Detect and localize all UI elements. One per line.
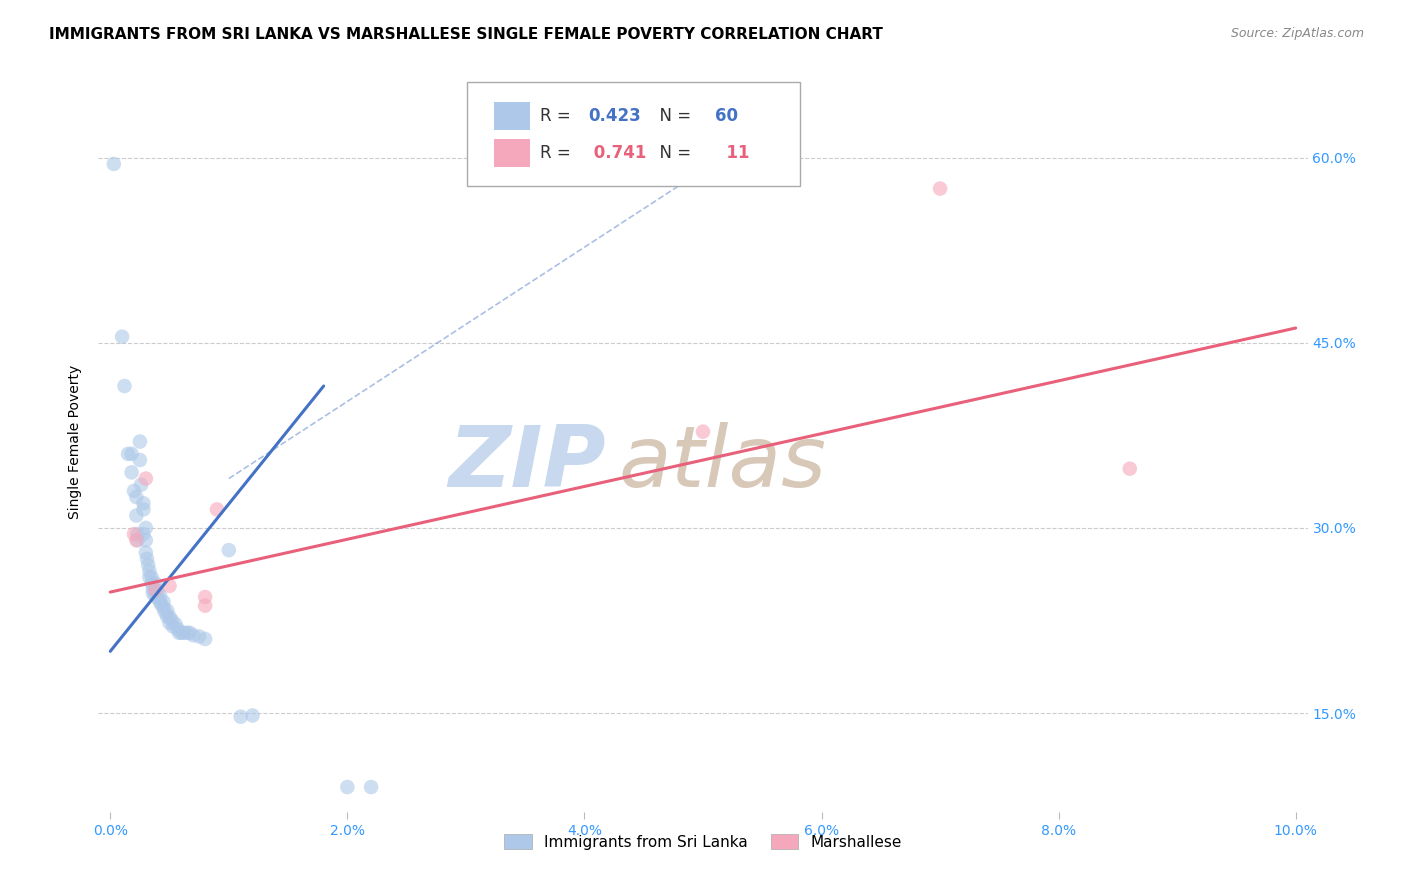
- Point: [360, 780, 382, 794]
- Point: [153, 605, 176, 619]
- Point: [127, 527, 149, 541]
- Text: 11: 11: [716, 144, 749, 161]
- Text: atlas: atlas: [619, 422, 827, 505]
- Point: [117, 447, 139, 461]
- Point: [170, 625, 193, 640]
- Point: [132, 502, 155, 516]
- Point: [138, 564, 160, 578]
- Text: ZIP: ZIP: [449, 422, 606, 505]
- Point: [103, 157, 125, 171]
- Point: [1119, 461, 1142, 475]
- FancyBboxPatch shape: [467, 82, 800, 186]
- Bar: [494, 102, 530, 130]
- Point: [179, 625, 201, 640]
- Point: [166, 622, 188, 636]
- Point: [121, 447, 143, 461]
- Point: [165, 617, 187, 632]
- Point: [156, 604, 179, 618]
- Point: [194, 599, 217, 613]
- Point: [121, 466, 143, 480]
- Point: [218, 543, 240, 558]
- Point: [146, 591, 169, 606]
- Point: [135, 546, 157, 560]
- Point: [135, 472, 157, 486]
- Point: [160, 614, 183, 628]
- Point: [156, 609, 179, 624]
- Point: [229, 709, 252, 723]
- Legend: Immigrants from Sri Lanka, Marshallese: Immigrants from Sri Lanka, Marshallese: [498, 828, 908, 856]
- Point: [159, 579, 181, 593]
- Point: [135, 521, 157, 535]
- Point: [111, 329, 134, 343]
- Point: [242, 708, 264, 723]
- Point: [143, 576, 166, 591]
- Text: 0.423: 0.423: [588, 107, 641, 125]
- Point: [194, 590, 217, 604]
- Point: [143, 589, 166, 603]
- Point: [173, 625, 195, 640]
- Point: [132, 527, 155, 541]
- Point: [205, 502, 228, 516]
- Text: 60: 60: [716, 107, 738, 125]
- Point: [129, 477, 152, 491]
- Point: [122, 527, 145, 541]
- Point: [181, 628, 204, 642]
- Point: [142, 586, 165, 600]
- Point: [692, 425, 714, 439]
- Point: [129, 453, 152, 467]
- Point: [143, 582, 166, 597]
- Point: [143, 582, 166, 597]
- Point: [336, 780, 359, 794]
- Point: [122, 483, 145, 498]
- Point: [135, 533, 157, 548]
- Text: R =: R =: [540, 144, 576, 161]
- Point: [146, 585, 169, 599]
- Text: IMMIGRANTS FROM SRI LANKA VS MARSHALLESE SINGLE FEMALE POVERTY CORRELATION CHART: IMMIGRANTS FROM SRI LANKA VS MARSHALLESE…: [49, 27, 883, 42]
- Point: [929, 181, 952, 195]
- Point: [114, 379, 136, 393]
- Point: [136, 551, 159, 566]
- Point: [125, 490, 148, 504]
- Point: [176, 625, 198, 640]
- Point: [167, 625, 190, 640]
- Point: [149, 595, 172, 609]
- Point: [162, 620, 184, 634]
- Point: [125, 508, 148, 523]
- Point: [125, 533, 148, 548]
- Point: [138, 570, 160, 584]
- Point: [159, 615, 181, 630]
- Text: 0.741: 0.741: [588, 144, 647, 161]
- Y-axis label: Single Female Poverty: Single Female Poverty: [69, 365, 83, 518]
- Point: [188, 630, 211, 644]
- Point: [152, 601, 174, 615]
- Point: [136, 558, 159, 572]
- Bar: [494, 139, 530, 167]
- Point: [141, 570, 163, 584]
- Text: N =: N =: [648, 107, 696, 125]
- Text: N =: N =: [648, 144, 696, 161]
- Point: [141, 576, 163, 591]
- Point: [149, 589, 172, 603]
- Point: [159, 609, 181, 624]
- Point: [150, 598, 173, 612]
- Text: R =: R =: [540, 107, 576, 125]
- Point: [142, 582, 165, 597]
- Point: [129, 434, 152, 449]
- Point: [194, 632, 217, 646]
- Point: [152, 595, 174, 609]
- Point: [127, 533, 149, 548]
- Point: [132, 496, 155, 510]
- Text: Source: ZipAtlas.com: Source: ZipAtlas.com: [1230, 27, 1364, 40]
